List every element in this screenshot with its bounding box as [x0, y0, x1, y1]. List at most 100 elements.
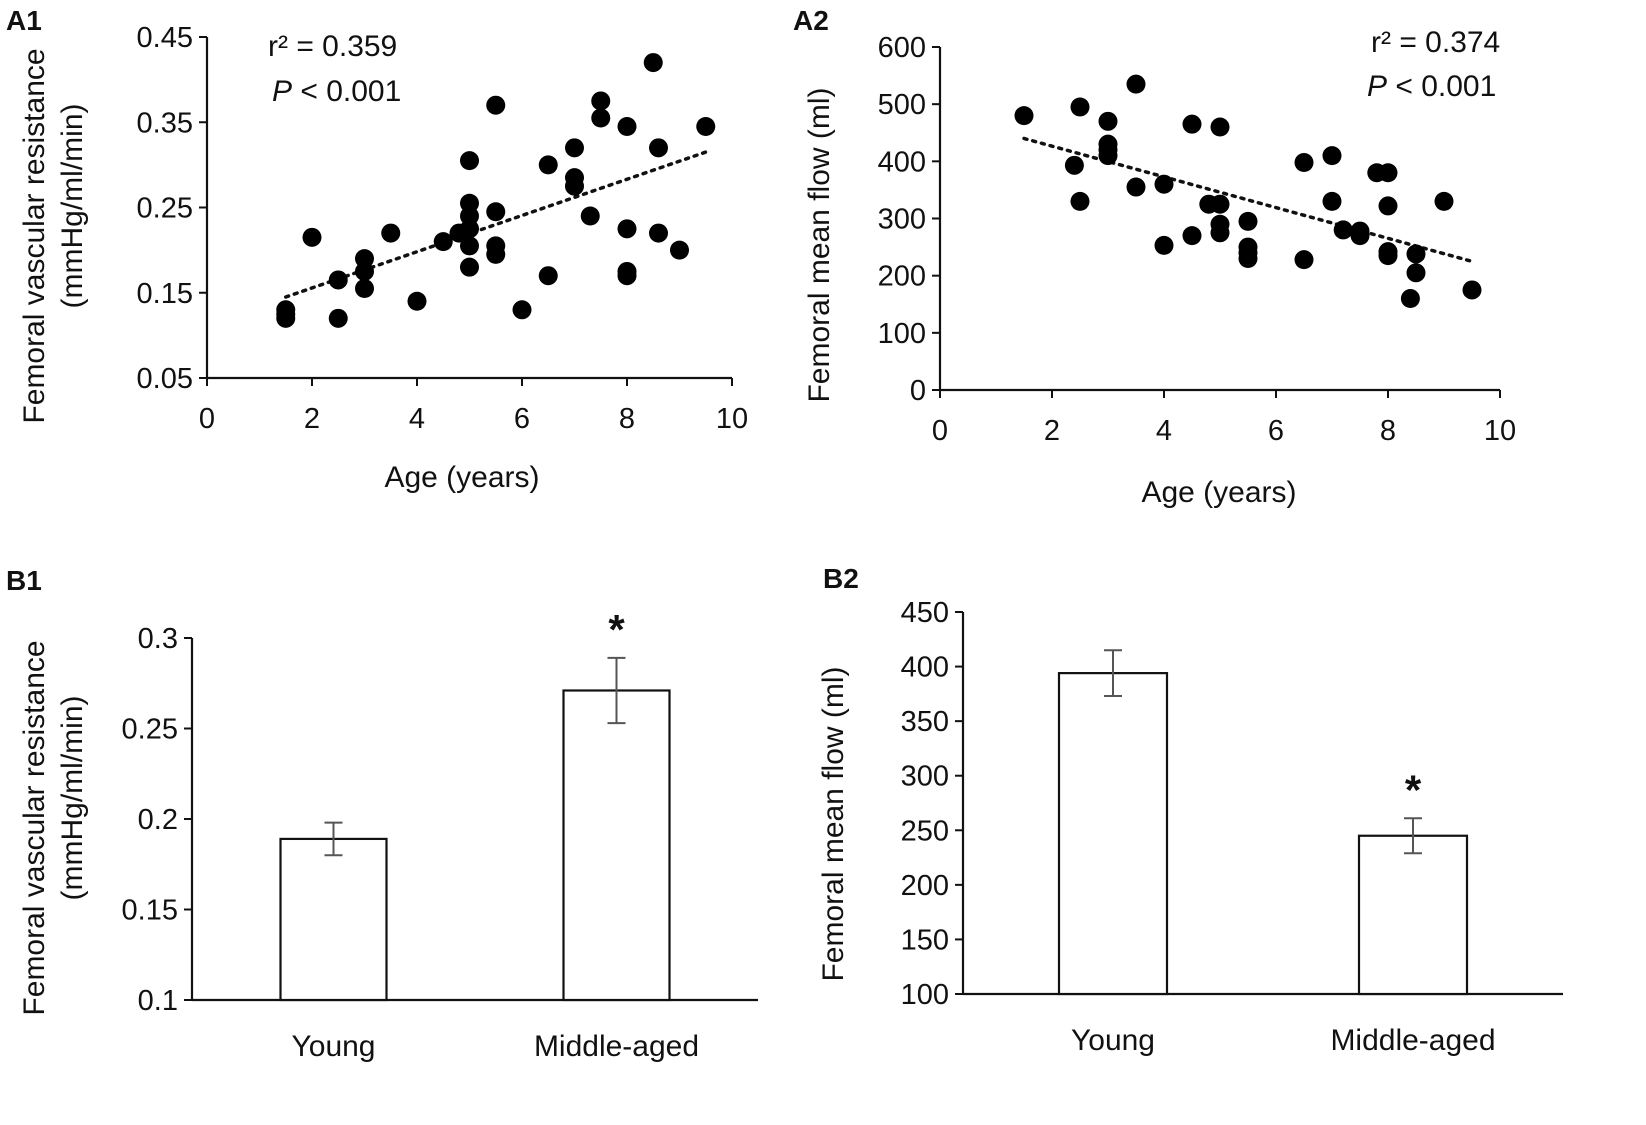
y-tick-label: 600 [878, 32, 926, 64]
y-tick-label: 350 [901, 706, 949, 738]
data-point [1238, 211, 1258, 231]
p-value-label: P < 0.001 [1367, 70, 1496, 103]
y-axis-title: Femoral mean flow (ml) [817, 666, 850, 981]
x-tick-label: 4 [1156, 415, 1172, 447]
panel-label: B2 [823, 563, 859, 594]
bar [279, 837, 388, 1002]
data-point [328, 308, 348, 328]
data-point [538, 266, 558, 286]
data-point [276, 304, 296, 324]
data-point [1126, 177, 1146, 197]
data-point [1154, 235, 1174, 255]
data-point [696, 117, 716, 137]
data-point [486, 95, 506, 115]
p-value-text: < 0.001 [292, 75, 401, 108]
x-tick-label: 8 [1380, 415, 1396, 447]
data-point [591, 108, 611, 128]
data-point [1294, 152, 1314, 172]
r2-label: r² = 0.374 [1371, 26, 1500, 59]
data-point [649, 223, 668, 243]
y-tick-label: 100 [901, 979, 949, 1011]
y-tick-label: 0.15 [122, 895, 178, 927]
y-tick-label: 400 [901, 652, 949, 684]
data-point [1210, 194, 1230, 214]
data-point [381, 223, 401, 243]
x-axis-title: Age (years) [384, 461, 539, 494]
data-point [649, 138, 668, 158]
panel-b1-bar-resistance: B1 Femoral vascular resistance (mmHg/ml/… [0, 562, 823, 1125]
data-point [1154, 174, 1174, 194]
data-point [565, 138, 584, 158]
y-axis-title: Femoral mean flow (ml) [803, 87, 836, 402]
x-tick-label: 6 [1268, 415, 1284, 447]
x-tick-label: 0 [932, 415, 948, 447]
panel-label: B1 [6, 565, 42, 596]
significance-marker: * [608, 606, 625, 653]
data-point [486, 202, 506, 222]
y-tick-label: 0.2 [138, 804, 178, 836]
x-tick-label: 8 [619, 403, 635, 435]
y-axis-title-line2: (mmHg/ml/min) [56, 104, 89, 309]
stats-annotation: r² = 0.359 P < 0.001 [268, 30, 401, 108]
chart-a1-svg: A1 Femoral vascular resistance (mmHg/ml/… [6, 5, 748, 494]
data-point [617, 117, 637, 137]
chart-b2-svg: B2 Femoral mean flow (ml) 100 150 200 250 30… [817, 563, 1563, 1057]
p-value-label: P < 0.001 [272, 75, 401, 108]
data-point [591, 91, 611, 111]
y-tick-label: 0.15 [137, 278, 193, 310]
data-point [1378, 163, 1398, 183]
data-point [1098, 111, 1118, 131]
data-point [433, 232, 453, 252]
x-tick-label: 6 [514, 403, 530, 435]
category-label: Middle-aged [534, 1030, 699, 1063]
data-point [1378, 246, 1398, 266]
data-point [1406, 244, 1426, 264]
y-tick-label: 150 [901, 924, 949, 956]
y-tick-label: 500 [878, 89, 926, 121]
data-point [1210, 223, 1230, 243]
bar [1357, 834, 1469, 996]
data-point [643, 53, 663, 73]
data-point [1126, 74, 1146, 94]
y-tick-label: 400 [878, 146, 926, 178]
y-axis-title-line1: Femoral vascular resistance [18, 48, 51, 423]
data-point [1070, 97, 1090, 117]
data-point [580, 206, 600, 226]
data-point [670, 240, 689, 260]
panel-label: A1 [6, 5, 42, 36]
y-tick-label: 250 [901, 815, 949, 847]
bar [562, 689, 671, 1002]
trendline [1022, 136, 1474, 264]
stats-annotation: r² = 0.374 P < 0.001 [1367, 26, 1500, 103]
data-point [355, 278, 374, 298]
y-tick-label: 300 [878, 204, 926, 236]
data-point [1322, 146, 1342, 166]
data-point [1238, 249, 1258, 269]
data-point [1400, 289, 1420, 309]
panel-a1-scatter-resistance: A1 Femoral vascular resistance (mmHg/ml/… [0, 0, 823, 562]
y-axis-title-line1: Femoral vascular resistance [18, 640, 51, 1015]
data-point [1210, 117, 1230, 137]
data-point [1182, 226, 1202, 246]
y-tick-label: 0.25 [137, 193, 193, 225]
y-axis-title: Femoral vascular resistance (mmHg/ml/min… [18, 640, 89, 1015]
data-point [1098, 146, 1118, 166]
category-label: Young [1071, 1024, 1155, 1057]
panel-a2-scatter-flow: A2 Femoral mean flow (ml) Age (years) r²… [793, 0, 1646, 562]
y-axis-title-line2: (mmHg/ml/min) [56, 696, 89, 901]
y-axis-title: Femoral vascular resistance (mmHg/ml/min… [18, 48, 89, 423]
data-point [460, 151, 479, 171]
y-tick-label: 0.3 [138, 623, 178, 655]
x-tick-label: 2 [304, 403, 320, 435]
x-tick-label: 10 [1484, 415, 1516, 447]
y-axis-title-line1: Femoral mean flow (ml) [803, 87, 836, 402]
p-letter: P [1367, 70, 1387, 103]
data-point [1294, 250, 1314, 270]
y-tick-label: 200 [878, 261, 926, 293]
data-point [1434, 191, 1454, 211]
data-point [1462, 280, 1482, 300]
panel-b2-bar-flow: B2 Femoral mean flow (ml) 100 150 200 250 30… [817, 562, 1646, 1125]
data-point [355, 261, 374, 281]
trendline [284, 150, 708, 299]
data-point [460, 236, 479, 256]
